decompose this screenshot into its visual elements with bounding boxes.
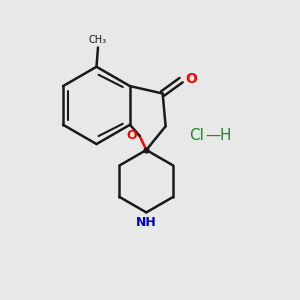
Text: H: H — [220, 128, 231, 142]
Text: Cl: Cl — [189, 128, 203, 142]
Text: NH: NH — [136, 216, 157, 229]
Text: O: O — [185, 72, 197, 86]
Text: O: O — [126, 129, 136, 142]
Text: CH₃: CH₃ — [89, 35, 107, 45]
Text: —: — — [205, 128, 220, 143]
